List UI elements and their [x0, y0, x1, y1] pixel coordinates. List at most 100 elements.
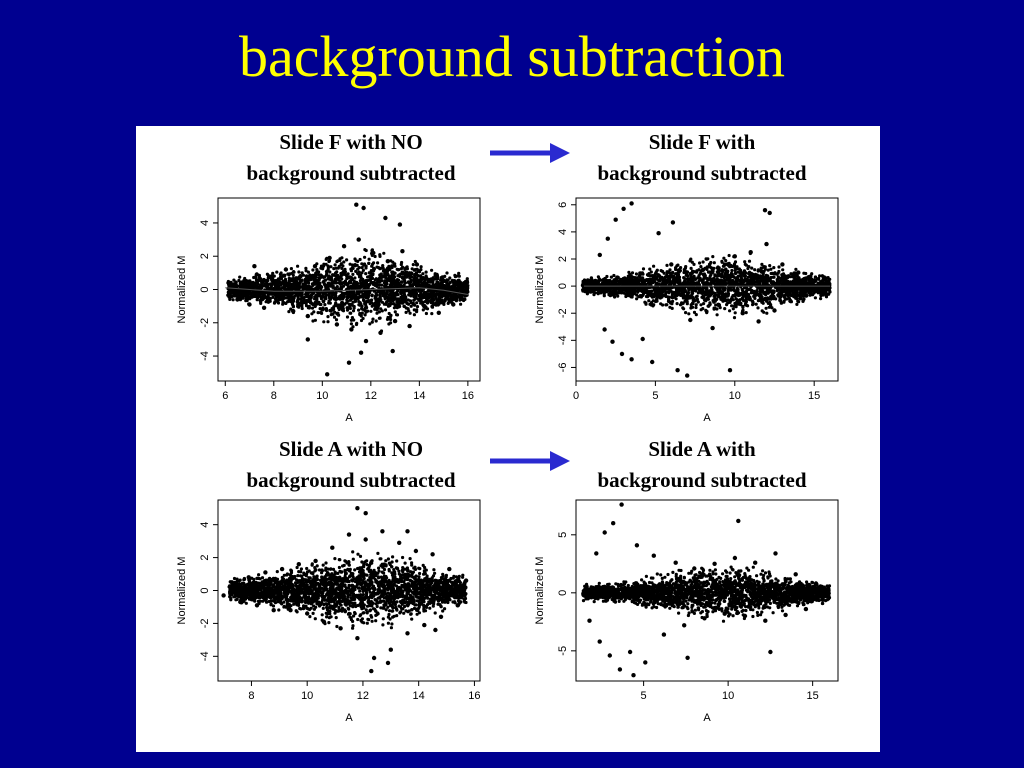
- data-point: [627, 649, 633, 655]
- scatter-plot-slide-a-bg: 5 10 15 -5 0 5 A Normalized M: [534, 499, 839, 724]
- data-point: [296, 562, 301, 567]
- data-point: [451, 302, 456, 307]
- plot-frame: [575, 197, 839, 382]
- data-point: [388, 647, 393, 652]
- data-point: [358, 350, 364, 355]
- data-point: [371, 655, 377, 661]
- data-point: [812, 278, 817, 283]
- data-point: [263, 570, 268, 575]
- caption-line: background subtracted: [597, 161, 807, 185]
- data-point: [334, 322, 340, 327]
- data-point: [261, 305, 267, 310]
- slide-title: background subtraction: [238, 24, 785, 89]
- data-point: [773, 551, 778, 556]
- data-point: [371, 250, 376, 256]
- caption-slide-a-no-bg: Slide A with NO background subtracted: [201, 434, 501, 496]
- data-point: [619, 351, 625, 357]
- data-point: [349, 327, 354, 332]
- data-point: [325, 372, 330, 377]
- data-point: [736, 518, 741, 524]
- data-point: [768, 649, 773, 655]
- data-point: [238, 599, 243, 605]
- data-point: [298, 274, 303, 279]
- x-tick-label: 6: [222, 390, 228, 402]
- data-point: [463, 578, 469, 583]
- y-tick-label: 4: [557, 229, 569, 235]
- caption-slide-a-bg: Slide A with background subtracted: [552, 434, 852, 496]
- y-tick-label: -4: [199, 351, 211, 361]
- data-point: [634, 543, 640, 548]
- x-tick-label: 14: [413, 690, 425, 702]
- data-point: [276, 294, 281, 299]
- data-point: [617, 667, 623, 672]
- data-point: [283, 267, 289, 272]
- data-point: [611, 521, 616, 526]
- data-point: [355, 506, 360, 511]
- data-point: [670, 220, 676, 225]
- data-point: [740, 311, 745, 316]
- x-axis-label: A: [345, 412, 353, 424]
- y-tick-label: 4: [199, 522, 211, 528]
- data-point: [279, 566, 285, 572]
- data-point: [742, 613, 748, 619]
- data-point: [793, 572, 798, 577]
- y-tick-label: -2: [199, 318, 211, 328]
- data-point: [727, 368, 733, 373]
- data-point: [631, 673, 636, 678]
- data-point: [247, 302, 252, 307]
- data-point: [227, 282, 233, 287]
- data-point: [651, 553, 656, 558]
- data-point: [229, 580, 235, 585]
- data-point: [819, 292, 825, 297]
- data-point: [764, 241, 769, 247]
- data-point: [700, 267, 706, 272]
- data-point: [767, 210, 772, 216]
- data-point: [305, 313, 310, 319]
- y-tick-label: 4: [199, 220, 211, 226]
- data-point: [732, 555, 738, 561]
- x-tick-label: 8: [248, 690, 254, 702]
- data-point: [688, 317, 693, 323]
- data-point: [783, 612, 788, 618]
- x-tick-label: 12: [365, 390, 377, 402]
- arrow-right-icon: [490, 451, 570, 471]
- data-point: [291, 308, 296, 314]
- data-point: [712, 561, 717, 566]
- y-tick-label: -5: [557, 646, 569, 656]
- caption-line: Slide A with NO: [278, 437, 424, 461]
- caption-line: Slide F with: [648, 130, 756, 154]
- x-tick-label: 15: [808, 390, 820, 402]
- data-point: [246, 575, 251, 580]
- data-point: [602, 530, 607, 535]
- data-point: [640, 336, 645, 342]
- data-point: [321, 619, 327, 624]
- data-point: [305, 337, 310, 342]
- data-point: [788, 298, 793, 304]
- x-tick-label: 0: [573, 390, 579, 402]
- caption-slide-f-bg: Slide F with background subtracted: [552, 127, 852, 189]
- y-tick-label: 5: [557, 532, 569, 538]
- caption-line: Slide F with NO: [279, 130, 423, 154]
- data-point: [313, 558, 318, 564]
- data-point: [629, 357, 634, 362]
- data-point: [732, 254, 737, 259]
- data-point: [235, 297, 240, 302]
- caption-slide-f-no-bg: Slide F with NO background subtracted: [201, 127, 501, 189]
- data-point: [363, 537, 368, 542]
- data-point: [762, 208, 768, 213]
- data-point: [692, 566, 697, 571]
- data-point: [422, 622, 427, 628]
- caption-line: Slide A with: [648, 437, 756, 461]
- y-tick-label: 0: [557, 590, 569, 596]
- x-tick-label: 12: [357, 690, 369, 702]
- y-tick-label: -4: [199, 651, 211, 661]
- data-point: [405, 631, 410, 636]
- data-point: [320, 307, 325, 312]
- y-axis-label: Normalized M: [534, 557, 546, 625]
- y-tick-label: -6: [557, 363, 569, 373]
- data-point: [405, 529, 410, 534]
- data-point: [597, 639, 602, 644]
- data-point: [356, 237, 361, 242]
- x-axis-label: A: [345, 712, 353, 724]
- data-point: [650, 359, 655, 365]
